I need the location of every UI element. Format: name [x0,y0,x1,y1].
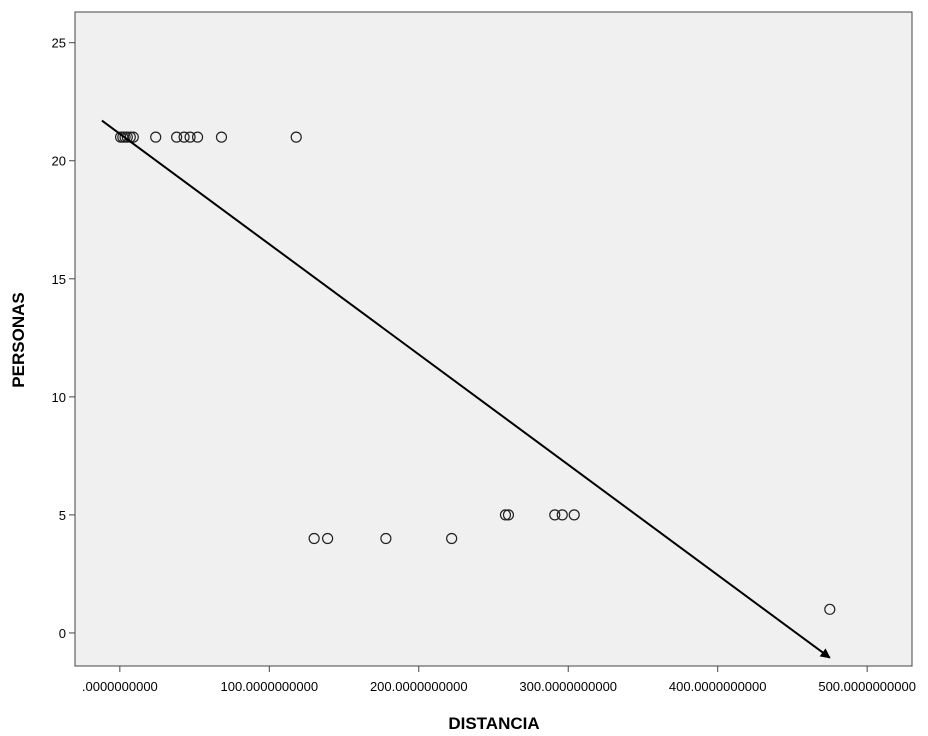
data-point [321,532,334,545]
data-point [499,509,512,521]
x-tick-label: 500.0000000000 [818,679,916,694]
data-point [568,509,580,521]
data-point [446,532,458,545]
x-tick-label: 200.0000000000 [370,679,468,694]
y-axis: 0 5 10 15 20 25 [52,36,75,641]
data-point [150,131,162,143]
x-axis-title: DISTANCIA [448,714,539,733]
data-point [308,532,320,545]
y-tick-label: 5 [59,508,66,523]
y-tick-label: 20 [52,154,66,169]
data-point [290,131,302,143]
x-tick-label: 400.0000000000 [669,679,767,694]
data-point [556,509,568,521]
data-point [380,532,392,545]
x-tick-label: 100.0000000000 [220,679,318,694]
data-point [215,131,228,143]
data-point [549,509,561,521]
y-axis-title: PERSONAS [9,292,28,387]
trend-arrow [101,119,831,659]
data-point [127,131,139,143]
x-tick-label: 300.0000000000 [519,679,617,694]
y-tick-label: 10 [52,390,66,405]
y-tick-label: 25 [52,36,66,51]
data-point [121,131,133,143]
data-point [502,509,515,521]
annotations [101,119,831,659]
x-axis: .0000000000 100.0000000000 200.0000000000 3… [82,666,916,694]
data-point [184,131,196,143]
y-tick-label: 15 [52,272,66,287]
data-point [178,131,190,143]
data-point [171,131,183,143]
data-point [824,603,836,615]
plot-area [74,11,913,667]
y-tick-label: 0 [59,626,66,641]
x-tick-label: .0000000000 [82,679,158,694]
data-point [191,131,204,143]
